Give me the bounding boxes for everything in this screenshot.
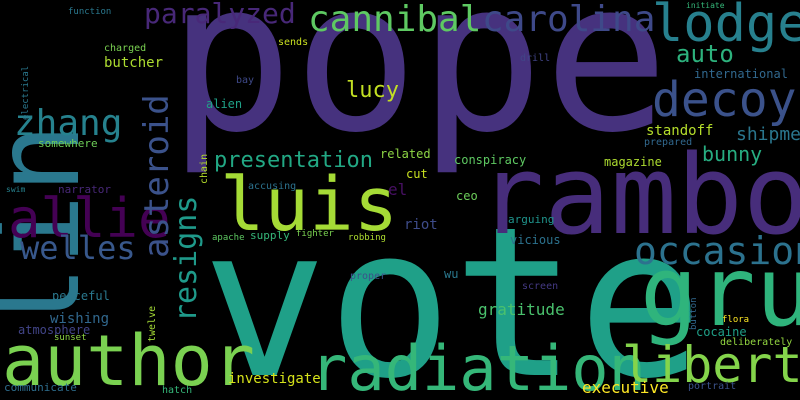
word-ceo: ceo <box>456 189 478 203</box>
word-related: related <box>380 147 431 161</box>
word-electrical: electrical <box>21 65 31 120</box>
word-carolina: carolina <box>482 0 656 40</box>
word-swim: swim <box>6 185 26 194</box>
word-liberty: liberty <box>622 336 800 394</box>
word-drill: drill <box>520 53 551 64</box>
word-gru: gru <box>640 236 800 348</box>
word-butcher: butcher <box>104 55 164 71</box>
word-executive: executive <box>582 378 669 397</box>
word-proper: proper <box>350 271 387 282</box>
word-screen: screen <box>522 281 559 292</box>
word-radiation: radiation <box>310 332 646 400</box>
word-initiate: initiate <box>686 1 725 10</box>
word-standoff: standoff <box>646 123 714 139</box>
word-charged: charged <box>104 43 147 54</box>
word-riot: riot <box>404 217 438 233</box>
word-author: author <box>2 320 255 400</box>
word-decoy: decoy <box>652 72 797 128</box>
word-twelve: twelve <box>147 305 158 342</box>
word-communicate: communicate <box>4 381 77 394</box>
word-button: button <box>689 297 699 330</box>
word-somewhere: somewhere <box>38 137 98 150</box>
word-apache: apache <box>212 233 245 243</box>
word-peaceful: peaceful <box>52 289 110 303</box>
word-conspiracy: conspiracy <box>454 153 527 167</box>
word-lodge: lodge <box>652 0 800 54</box>
word-resigns: resigns <box>169 195 204 322</box>
word-luis: luis <box>220 162 399 248</box>
word-magazine: magazine <box>604 155 662 169</box>
word-flora: flora <box>722 315 750 325</box>
word-pope: pope <box>168 0 669 179</box>
word-fighter: fighter <box>296 229 334 239</box>
word-atmosphere: atmosphere <box>18 323 91 337</box>
word-zhang: zhang <box>14 103 123 144</box>
word-supply: supply <box>250 229 290 242</box>
word-wishing: wishing <box>50 311 110 327</box>
word-vicious: vicious <box>510 233 561 247</box>
word-robbing: robbing <box>348 233 386 243</box>
word-el: el <box>388 180 408 199</box>
word-auto: auto <box>676 40 734 68</box>
word-cut: cut <box>406 167 428 181</box>
word-chain: chain <box>199 153 210 184</box>
word-narrator: narrator <box>58 183 111 196</box>
word-portrait: portrait <box>688 381 737 392</box>
word-lucy: lucy <box>346 78 399 103</box>
word-gratitude: gratitude <box>478 300 565 319</box>
word-presentation: presentation <box>214 148 373 173</box>
word-accusing: accusing <box>248 181 297 192</box>
word-sunset: sunset <box>54 333 87 343</box>
word-alien: alien <box>206 97 243 111</box>
word-arguing: arguing <box>508 213 555 226</box>
word-investigate: investigate <box>228 371 321 387</box>
word-prepared: prepared <box>644 137 693 148</box>
word-deliberately: deliberately <box>720 337 793 348</box>
word-welles: welles <box>20 229 136 267</box>
word-allie: allie <box>8 187 171 250</box>
word-function: function <box>68 7 112 17</box>
word-sends: sends <box>278 37 309 48</box>
word-cocaine: cocaine <box>696 325 747 339</box>
word-bunny: bunny <box>702 142 763 166</box>
word-cannibal: cannibal <box>308 0 482 40</box>
word-vote: vote <box>202 183 703 400</box>
word-rambo: rambo <box>478 131 800 259</box>
word-occasion: occasion <box>634 229 800 273</box>
word-international: international <box>694 67 788 81</box>
word-paralyzed: paralyzed <box>144 0 296 30</box>
word-hatch: hatch <box>162 385 193 396</box>
word-shipment: shipment <box>736 124 800 145</box>
word-wu: wu <box>444 267 459 281</box>
word-bay: bay <box>236 75 255 86</box>
